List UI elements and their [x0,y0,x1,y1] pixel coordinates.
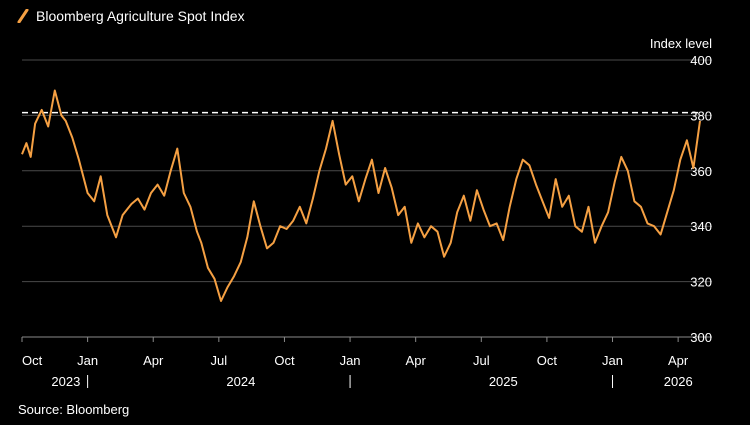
x-tick-label: Apr [406,353,427,368]
x-tick-label: Jul [211,353,228,368]
x-tick-label: Jul [473,353,490,368]
x-tick-label: Oct [537,353,558,368]
title-slash-icon [17,9,29,23]
x-tick-label: Jan [340,353,361,368]
y-tick-label: 320 [690,275,712,290]
series-line [21,89,701,302]
y-tick-label: 300 [690,330,712,345]
x-tick-label: Apr [668,353,689,368]
x-year-label: 2023 [51,374,80,389]
x-year-label: 2024 [226,374,255,389]
y-tick-label: 340 [690,219,712,234]
chart-title-text: Bloomberg Agriculture Spot Index [36,8,245,24]
x-tick-label: Apr [143,353,164,368]
y-tick-label: 380 [690,108,712,123]
y-axis: 300 320 340 360 380 400 [690,53,712,345]
x-year-label: 2025 [489,374,518,389]
x-tick-label: Oct [22,353,43,368]
x-axis: Oct Jan Apr Jul Oct Jan Apr Jul Oct Jan Apr [21,337,689,368]
y-tick-label: 360 [690,164,712,179]
y-tick-label: 400 [690,53,712,68]
x-year-label: 2026 [664,374,693,389]
x-tick-label: Jan [602,353,623,368]
x-tick-label: Jan [77,353,98,368]
gridlines [22,59,712,338]
x-tick-label: Oct [274,353,295,368]
x-axis-years: 2023 2024 2025 2026 [51,374,692,389]
y-axis-label: Index level [650,36,712,51]
source-note: Source: Bloomberg [18,402,130,417]
chart-title: Bloomberg Agriculture Spot Index [16,8,245,24]
